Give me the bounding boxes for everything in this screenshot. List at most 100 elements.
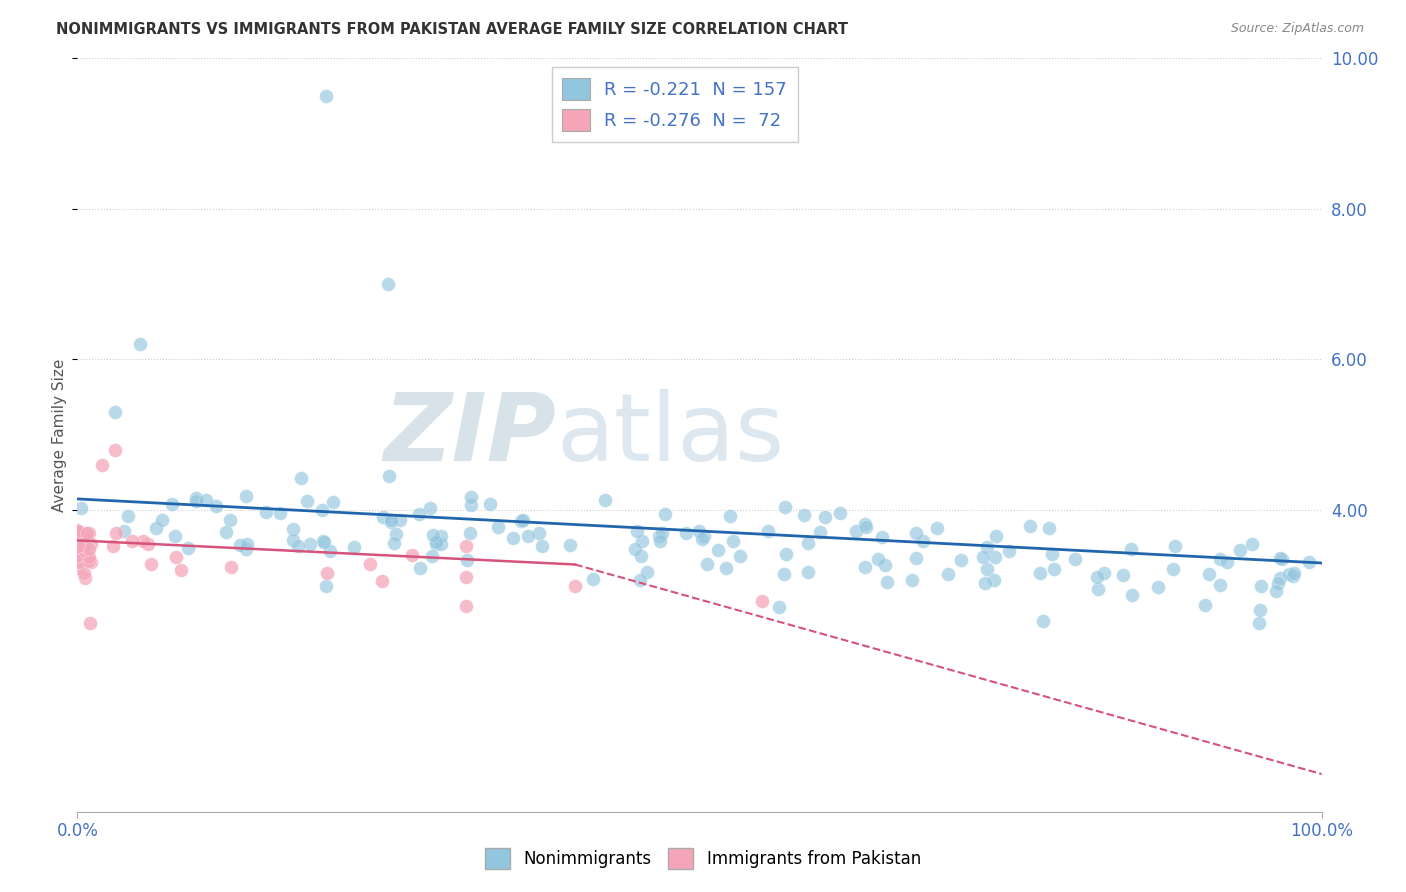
Point: [322, 495, 344, 509]
Y-axis label: Average Family Size: Average Family Size: [52, 359, 66, 511]
Point: [205, 499, 228, 513]
Point: [67, 533, 90, 548]
Point: [458, 526, 481, 541]
Point: [1268, 550, 1291, 565]
Point: [654, 508, 676, 522]
Point: [359, 558, 381, 572]
Point: [870, 530, 893, 544]
Point: [66, 547, 89, 561]
Point: [1092, 566, 1115, 580]
Point: [401, 548, 423, 562]
Point: [775, 547, 797, 561]
Point: [1038, 521, 1060, 535]
Point: [145, 521, 167, 535]
Legend: R = -0.221  N = 157, R = -0.276  N =  72: R = -0.221 N = 157, R = -0.276 N = 72: [551, 67, 797, 142]
Point: [79, 616, 101, 631]
Point: [315, 88, 337, 103]
Point: [235, 541, 257, 556]
Point: [311, 503, 333, 517]
Point: [67, 534, 90, 549]
Point: [105, 526, 128, 541]
Point: [976, 562, 998, 576]
Point: [855, 520, 877, 534]
Point: [165, 529, 187, 543]
Point: [67, 526, 90, 541]
Point: [66, 533, 89, 548]
Point: [73, 542, 96, 557]
Point: [1277, 567, 1299, 582]
Point: [720, 509, 742, 524]
Point: [430, 537, 453, 551]
Point: [67, 548, 90, 562]
Point: [80, 536, 103, 550]
Point: [793, 508, 815, 522]
Point: [70, 543, 93, 558]
Point: [983, 573, 1005, 587]
Point: [66, 547, 89, 561]
Point: [319, 544, 342, 558]
Point: [371, 574, 394, 588]
Point: [911, 534, 934, 549]
Point: [997, 544, 1019, 558]
Point: [316, 566, 339, 581]
Text: ZIP: ZIP: [384, 389, 557, 481]
Point: [647, 529, 669, 543]
Point: [454, 599, 477, 614]
Point: [1147, 580, 1170, 594]
Point: [675, 526, 697, 541]
Point: [66, 537, 89, 551]
Point: [707, 542, 730, 557]
Point: [69, 544, 91, 558]
Point: [420, 549, 443, 563]
Point: [936, 566, 959, 581]
Point: [66, 543, 89, 558]
Point: [377, 469, 399, 483]
Point: [628, 573, 651, 587]
Point: [460, 490, 482, 504]
Point: [976, 540, 998, 554]
Point: [69, 526, 91, 541]
Point: [529, 525, 551, 540]
Point: [290, 471, 312, 485]
Point: [690, 532, 713, 546]
Point: [582, 572, 605, 586]
Point: [626, 524, 648, 538]
Point: [454, 570, 477, 584]
Point: [904, 525, 927, 540]
Point: [560, 538, 582, 552]
Point: [72, 540, 94, 554]
Point: [728, 549, 751, 564]
Point: [714, 561, 737, 575]
Point: [1247, 616, 1270, 631]
Point: [797, 536, 820, 550]
Point: [177, 541, 200, 555]
Point: [814, 509, 837, 524]
Point: [66, 523, 89, 537]
Legend: Nonimmigrants, Immigrants from Pakistan: Nonimmigrants, Immigrants from Pakistan: [478, 842, 928, 875]
Point: [1119, 542, 1142, 557]
Point: [66, 539, 89, 553]
Point: [425, 535, 447, 549]
Point: [460, 498, 482, 512]
Point: [295, 493, 318, 508]
Point: [254, 505, 277, 519]
Point: [287, 540, 309, 554]
Point: [1249, 603, 1271, 617]
Point: [1270, 551, 1292, 566]
Point: [925, 521, 948, 535]
Point: [377, 277, 399, 291]
Point: [797, 566, 820, 580]
Point: [1270, 570, 1292, 584]
Point: [76, 531, 98, 545]
Point: [853, 517, 876, 532]
Point: [696, 558, 718, 572]
Point: [103, 539, 125, 553]
Point: [104, 405, 127, 419]
Point: [72, 534, 94, 549]
Point: [1267, 575, 1289, 590]
Point: [73, 571, 96, 585]
Point: [593, 492, 616, 507]
Point: [136, 537, 159, 551]
Point: [422, 528, 444, 542]
Point: [66, 541, 89, 556]
